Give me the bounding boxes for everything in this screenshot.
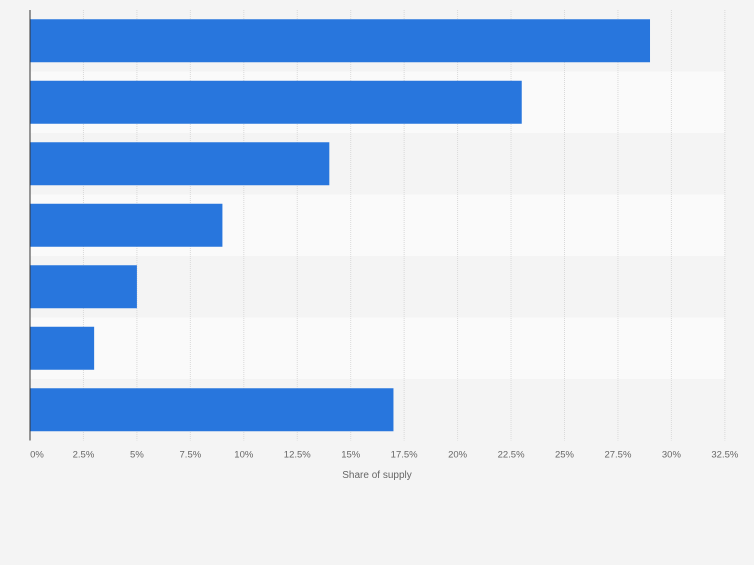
row-band	[30, 317, 725, 379]
x-tick-label: 12.5%	[284, 450, 311, 461]
row-band	[30, 256, 725, 318]
x-tick-label: 15%	[341, 450, 361, 461]
x-axis-ticks: 0% 2.5% 5% 7.5% 10% 12.5% 15% 17.5% 20% 22.5% 25% 2…	[30, 450, 739, 461]
row-bands	[30, 10, 725, 441]
x-tick-label: 25%	[555, 450, 575, 461]
x-tick-label: 2.5%	[73, 450, 95, 461]
bar[interactable]	[30, 80, 522, 124]
bar[interactable]	[30, 388, 394, 432]
x-tick-label: 7.5%	[180, 450, 202, 461]
x-axis-title: Share of supply	[342, 470, 412, 481]
x-tick-label: 30%	[662, 450, 682, 461]
bars	[30, 19, 651, 432]
bar[interactable]	[30, 265, 137, 309]
x-tick-label: 17.5%	[391, 450, 418, 461]
x-tick-label: 32.5%	[711, 450, 738, 461]
x-tick-label: 20%	[448, 450, 468, 461]
bar[interactable]	[30, 326, 95, 370]
x-tick-label: 5%	[130, 450, 144, 461]
bar[interactable]	[30, 19, 651, 63]
x-tick-label: 10%	[234, 450, 254, 461]
bar[interactable]	[30, 203, 223, 247]
x-tick-label: 27.5%	[604, 450, 631, 461]
bar[interactable]	[30, 142, 330, 186]
x-tick-label: 22.5%	[498, 450, 525, 461]
x-tick-label: 0%	[30, 450, 44, 461]
